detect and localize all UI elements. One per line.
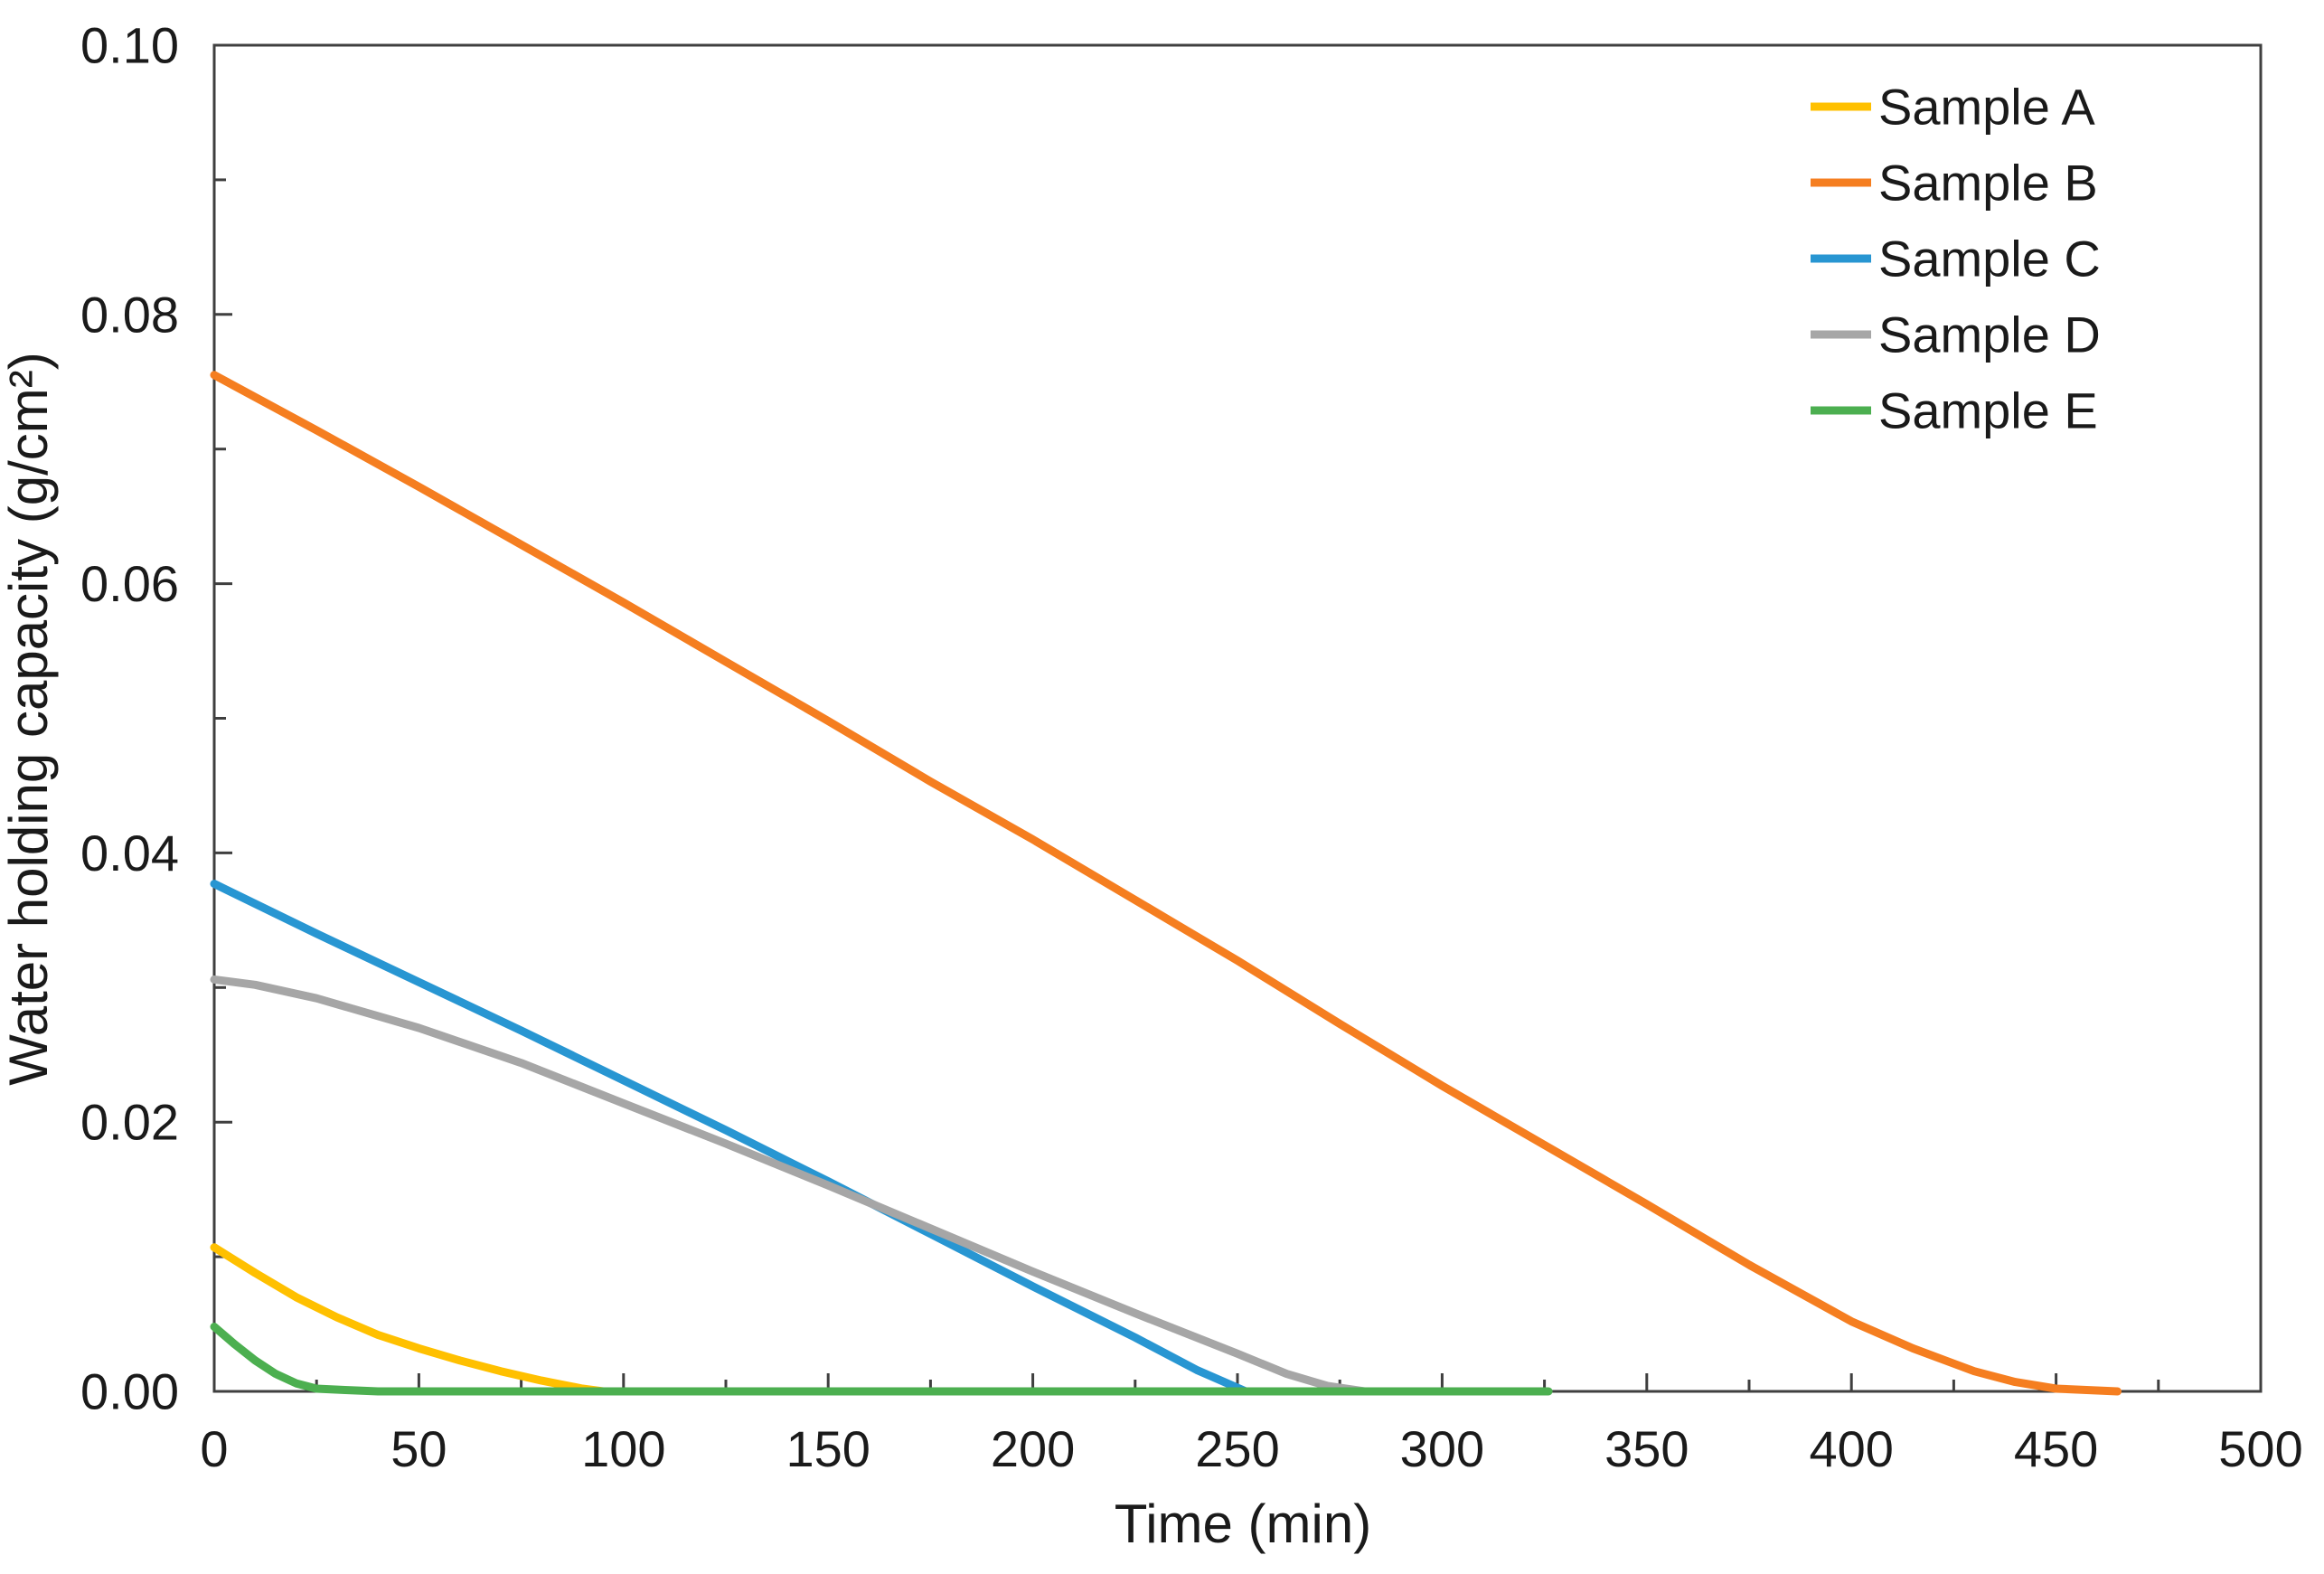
series-line-sample-b: [210, 371, 2122, 1396]
x-axis-tick-label: 100: [581, 1420, 665, 1477]
x-axis-tick-label: 0: [200, 1420, 228, 1477]
x-axis-tick-label: 350: [1604, 1420, 1689, 1477]
y-axis-tick-label: 0.00: [80, 1363, 179, 1420]
y-axis-tick-label: 0.08: [80, 286, 179, 343]
x-axis-tick-label: 250: [1195, 1420, 1279, 1477]
series-line-sample-e: [210, 1323, 1553, 1396]
x-axis-title: Time (min): [1115, 1494, 1371, 1554]
series-line-sample-a: [210, 1243, 607, 1396]
series-line-sample-c: [210, 880, 1250, 1396]
y-axis-title: Water holding capacity (g/cm²): [0, 352, 59, 1085]
x-axis-tick-label: 50: [390, 1420, 447, 1477]
x-axis-tick-label: 450: [2014, 1420, 2098, 1477]
y-axis-tick-label: 0.02: [80, 1094, 179, 1151]
legend-label-sample-c: Sample C: [1878, 231, 2101, 287]
series-line-sample-d: [210, 975, 1369, 1396]
y-axis-tick-label: 0.10: [80, 17, 179, 74]
x-axis-tick-label: 150: [786, 1420, 870, 1477]
x-axis-tick-label: 300: [1400, 1420, 1484, 1477]
legend-label-sample-e: Sample E: [1878, 382, 2098, 439]
y-axis-tick-label: 0.06: [80, 555, 179, 612]
x-axis-tick-label: 500: [2218, 1420, 2302, 1477]
legend-label-sample-b: Sample B: [1878, 155, 2098, 212]
y-axis-tick-label: 0.04: [80, 825, 179, 881]
legend-label-sample-a: Sample A: [1878, 79, 2095, 136]
x-axis-tick-label: 200: [991, 1420, 1075, 1477]
legend-label-sample-d: Sample D: [1878, 306, 2101, 363]
x-axis-tick-label: 400: [1809, 1420, 1893, 1477]
